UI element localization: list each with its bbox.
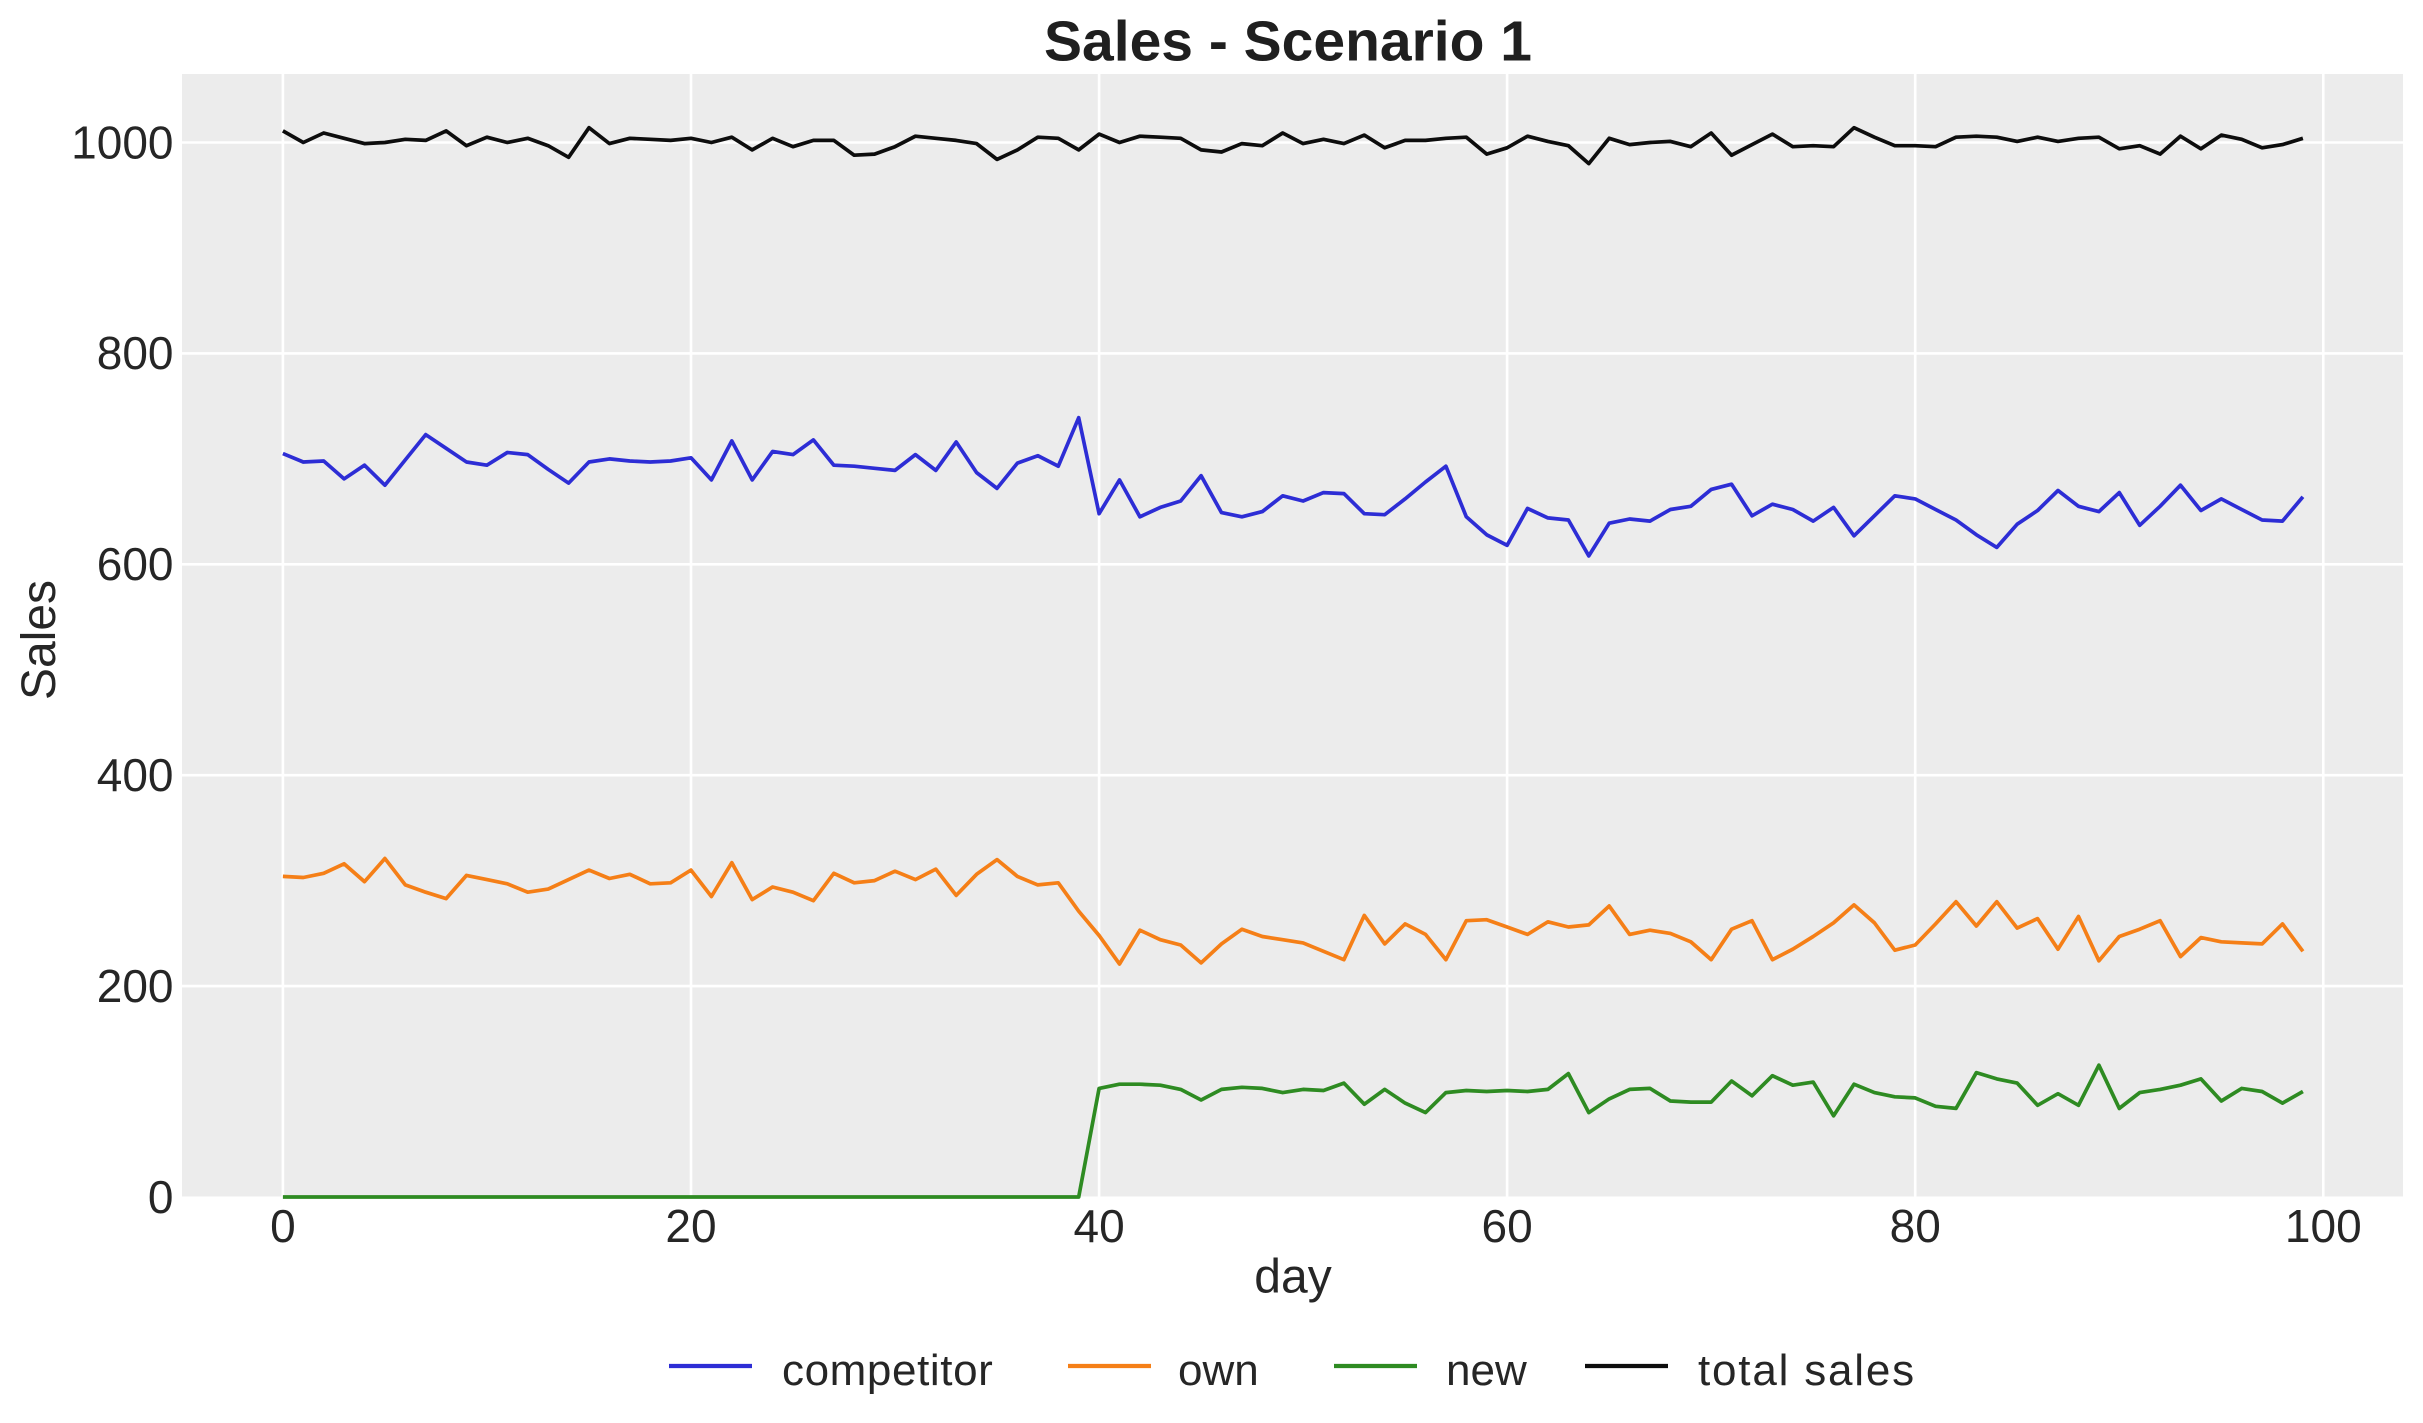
svg-text:day: day [1254, 1251, 1331, 1304]
svg-text:200: 200 [97, 960, 174, 1012]
svg-text:0: 0 [148, 1171, 174, 1223]
svg-text:new: new [1446, 1346, 1527, 1395]
svg-text:400: 400 [97, 749, 174, 801]
svg-text:Sales: Sales [13, 580, 66, 700]
svg-text:total sales: total sales [1698, 1346, 1916, 1395]
svg-text:own: own [1178, 1346, 1259, 1395]
svg-text:60: 60 [1482, 1200, 1533, 1252]
svg-text:80: 80 [1890, 1200, 1941, 1252]
svg-text:20: 20 [665, 1200, 716, 1252]
svg-text:competitor: competitor [782, 1346, 993, 1395]
svg-text:100: 100 [2285, 1200, 2362, 1252]
svg-text:1000: 1000 [71, 116, 173, 168]
svg-text:0: 0 [270, 1200, 296, 1252]
svg-text:40: 40 [1074, 1200, 1125, 1252]
svg-text:800: 800 [97, 327, 174, 379]
svg-text:600: 600 [97, 538, 174, 590]
svg-text:Sales - Scenario 1: Sales - Scenario 1 [1044, 10, 1532, 74]
